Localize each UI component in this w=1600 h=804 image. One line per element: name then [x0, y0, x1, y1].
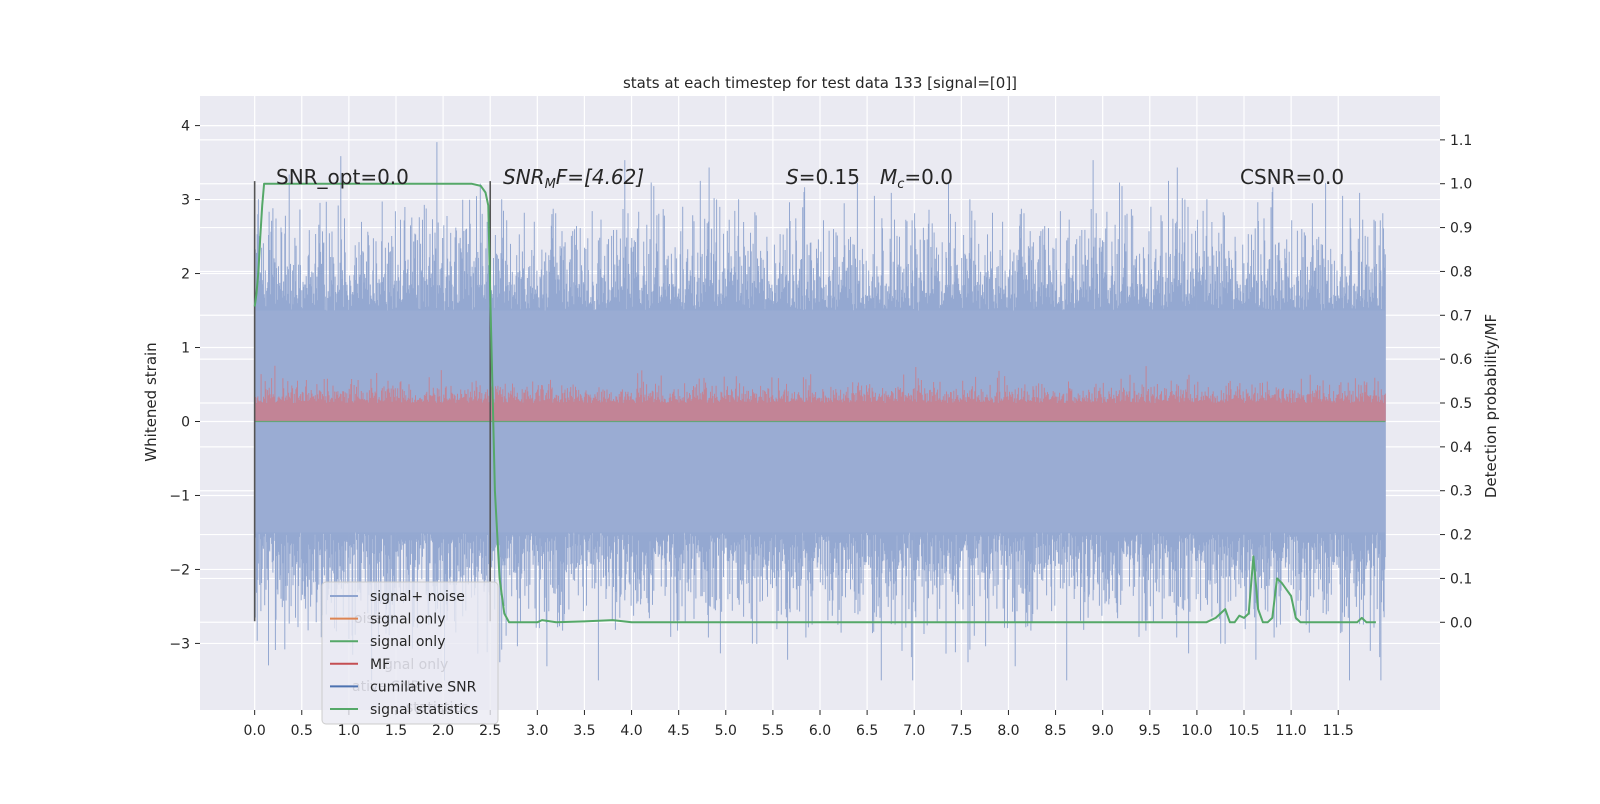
x-tick-label-10: 5.0 — [715, 723, 737, 739]
snr-mf-value: F=[4.62] — [556, 165, 644, 189]
x-tick-label-6: 3.0 — [526, 723, 548, 739]
x-tick-label-5: 2.5 — [479, 723, 501, 739]
legend: oise gnal only ative SNR statistics sign… — [321, 581, 499, 725]
annotation-s: S=0.15 — [786, 165, 860, 189]
annotation-csnr: CSNR=0.0 — [1240, 165, 1344, 189]
snr-mf-subscript: M — [545, 177, 556, 192]
mc-value: =0.0 — [904, 165, 953, 189]
x-tick-label-18: 9.0 — [1092, 723, 1114, 739]
x-axis-ticks: 0.0 0.5 1.0 1.5 2.0 2.5 3.0 3.5 4.0 4.5 5.0 5.5 6.0 6… — [244, 710, 1354, 739]
legend-label-1: signal only — [370, 612, 445, 628]
s-symbol: S — [786, 165, 799, 189]
annotation-snr-mf: SNRMF=[4.62] — [503, 165, 644, 192]
right-tick-label-3: 0.8 — [1450, 264, 1472, 280]
x-tick-label-23: 11.5 — [1323, 723, 1354, 739]
x-tick-label-2: 1.0 — [338, 723, 360, 739]
legend-label-0: signal+ noise — [370, 589, 465, 605]
right-tick-label-9: 0.2 — [1450, 528, 1472, 544]
x-tick-label-0: 0.0 — [244, 723, 266, 739]
right-tick-label-4: 0.7 — [1450, 308, 1472, 324]
left-tick-label-7: −3 — [169, 636, 190, 652]
legend-box — [321, 581, 499, 725]
x-tick-label-7: 3.5 — [573, 723, 595, 739]
x-tick-label-22: 11.0 — [1276, 723, 1307, 739]
x-tick-label-14: 7.0 — [903, 723, 925, 739]
x-tick-label-8: 4.0 — [620, 723, 642, 739]
chart-title: stats at each timestep for test data 133… — [623, 74, 1017, 92]
left-tick-label-3: 1 — [181, 341, 190, 357]
right-tick-label-5: 0.6 — [1450, 352, 1472, 368]
right-tick-label-1: 1.0 — [1450, 177, 1472, 193]
snr-mf-symbol: SNR — [503, 165, 545, 189]
right-tick-label-11: 0.0 — [1450, 615, 1472, 631]
legend-label-4: cumilative SNR — [370, 679, 477, 695]
left-axis-label: Whitened strain — [142, 342, 160, 461]
mc-subscript: c — [897, 177, 904, 192]
right-tick-label-8: 0.3 — [1450, 484, 1472, 500]
legend-label-2: signal only — [370, 634, 445, 650]
signal-statistics-line — [253, 182, 1376, 624]
x-tick-label-9: 4.5 — [668, 723, 690, 739]
x-tick-label-21: 10.5 — [1228, 723, 1259, 739]
legend-label-3: MF — [370, 657, 390, 673]
x-tick-label-17: 8.5 — [1044, 723, 1066, 739]
series-signal-statistics — [253, 182, 1376, 624]
right-tick-label-10: 0.1 — [1450, 571, 1472, 587]
mc-symbol: M — [880, 165, 897, 189]
x-tick-label-12: 6.0 — [809, 723, 831, 739]
left-tick-label-6: −2 — [169, 562, 190, 578]
x-tick-label-1: 0.5 — [291, 723, 313, 739]
annotation-mc: Mc=0.0 — [880, 165, 953, 192]
x-tick-label-15: 7.5 — [950, 723, 972, 739]
legend-entries: signal+ noise signal only signal only MF cum… — [330, 589, 478, 718]
right-axis-label: Detection probability/MF — [1482, 314, 1500, 498]
right-tick-label-7: 0.4 — [1450, 440, 1472, 456]
x-tick-label-4: 2.0 — [432, 723, 454, 739]
right-tick-label-6: 0.5 — [1450, 396, 1472, 412]
left-tick-label-1: 3 — [181, 193, 190, 209]
x-tick-label-16: 8.0 — [997, 723, 1019, 739]
annotation-snr-opt: SNR_opt=0.0 — [276, 165, 409, 189]
right-axis-ticks: 1.1 1.0 0.9 0.8 0.7 0.6 0.5 0.4 0.3 0.2 0.1 0.0 — [1440, 133, 1472, 631]
legend-ghost-text-3: ative SNR — [352, 679, 421, 695]
left-tick-label-2: 2 — [181, 267, 190, 283]
legend-ghost-text-4: statistics — [406, 700, 468, 716]
right-tick-label-2: 0.9 — [1450, 221, 1472, 237]
x-tick-label-20: 10.0 — [1181, 723, 1212, 739]
right-tick-label-0: 1.1 — [1450, 133, 1472, 149]
x-tick-label-13: 6.5 — [856, 723, 878, 739]
legend-ghost-text-2: gnal only — [384, 657, 448, 673]
legend-ghost-text-1: oise — [354, 611, 382, 627]
left-axis-ticks: 4 3 2 1 0 −1 −2 −3 — [169, 119, 200, 652]
left-tick-label-0: 4 — [181, 119, 190, 135]
x-tick-label-19: 9.5 — [1139, 723, 1161, 739]
left-tick-label-4: 0 — [181, 414, 190, 430]
s-value: =0.15 — [799, 165, 860, 189]
legend-label-5: signal statistics — [370, 702, 478, 718]
left-tick-label-5: −1 — [169, 488, 190, 504]
x-tick-label-11: 5.5 — [762, 723, 784, 739]
x-tick-label-3: 1.5 — [385, 723, 407, 739]
